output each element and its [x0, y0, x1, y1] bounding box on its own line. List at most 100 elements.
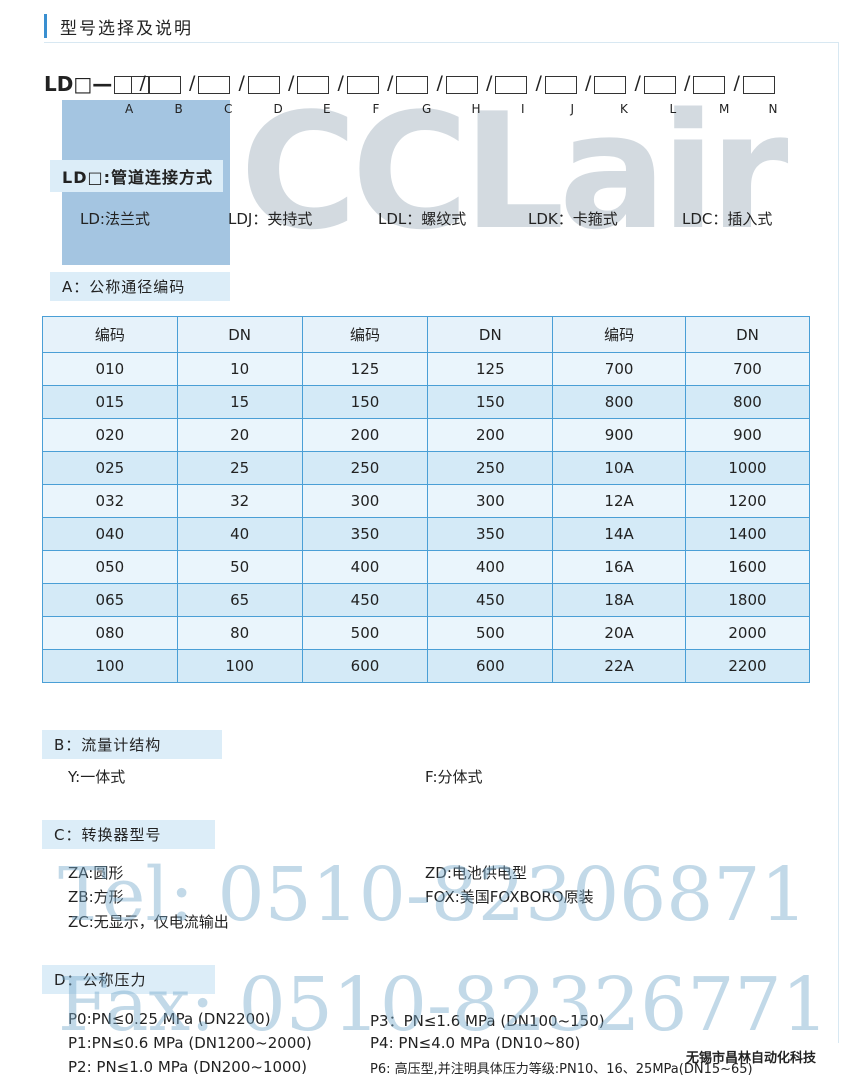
cell: 150 — [427, 385, 554, 419]
cell: 500 — [427, 616, 554, 650]
cell: 025 — [42, 451, 178, 485]
header-cell: 编码 — [42, 316, 178, 353]
table-header-row: 编码 DN 编码 DN 编码 DN — [42, 316, 811, 353]
code-slash: / — [634, 72, 641, 94]
cell: 040 — [42, 517, 178, 551]
code-slash: / — [387, 72, 394, 94]
cell: 100 — [176, 649, 303, 683]
cell: 2200 — [684, 649, 811, 683]
table-row: 025 25 250 250 10A 1000 — [42, 451, 811, 485]
cell: 65 — [176, 583, 303, 617]
cell: 032 — [42, 484, 178, 518]
code-letter: C — [224, 102, 233, 116]
item: LDK：卡箍式 — [528, 210, 618, 228]
section-title: A：公称通径编码 — [50, 272, 230, 301]
code-slash: / — [189, 72, 196, 94]
section-title: LD□:管道连接方式 — [50, 160, 223, 192]
cell: 400 — [427, 550, 554, 584]
table-row: 010 10 125 125 700 700 — [42, 352, 811, 386]
item: LDJ：夹持式 — [228, 210, 313, 228]
item: P3：PN≤1.6 MPa (DN100~150) — [370, 1012, 605, 1030]
table-row: 020 20 200 200 900 900 — [42, 418, 811, 452]
cell: 10A — [552, 451, 686, 485]
cell: 300 — [301, 484, 429, 518]
cell: 450 — [427, 583, 554, 617]
item: P6: 高压型,并注明具体压力等级:PN10、16、25MPa(DN15~65) — [370, 1062, 753, 1077]
code-box — [148, 76, 181, 94]
cell: 700 — [552, 352, 686, 386]
cell: 25 — [176, 451, 303, 485]
item: ZD:电池供电型 — [425, 864, 527, 882]
code-letter: G — [422, 102, 432, 116]
frame — [44, 42, 839, 1043]
watermark-logo: CCLair — [240, 78, 789, 265]
cell: 12A — [552, 484, 686, 518]
table-row: 032 32 300 300 12A 1200 — [42, 484, 811, 518]
code-slash: / — [535, 72, 542, 94]
code-slash: / — [684, 72, 691, 94]
cell: 1600 — [684, 550, 811, 584]
cell: 16A — [552, 550, 686, 584]
cell: 700 — [684, 352, 811, 386]
dn-table: 编码 DN 编码 DN 编码 DN 010 10 125 125 700 700 015 15 150 150… — [42, 316, 811, 683]
cell: 065 — [42, 583, 178, 617]
code-letter: B — [174, 102, 183, 116]
item: LD:法兰式 — [80, 210, 150, 228]
section-title: C：转换器型号 — [42, 820, 215, 849]
cell: 80 — [176, 616, 303, 650]
footer: 无锡市昌林自动化科技 — [686, 1051, 817, 1066]
cell: 20A — [552, 616, 686, 650]
cell: 125 — [301, 352, 429, 386]
code-slash: / — [733, 72, 740, 94]
code-box — [742, 76, 775, 94]
code-slash: / — [238, 72, 245, 94]
cell: 1800 — [684, 583, 811, 617]
cell: 1000 — [684, 451, 811, 485]
code-letter: J — [570, 102, 575, 116]
cell: 450 — [301, 583, 429, 617]
cell: 32 — [176, 484, 303, 518]
cell: 10 — [176, 352, 303, 386]
cell: 200 — [427, 418, 554, 452]
code-letter: M — [719, 102, 730, 116]
item: ZA:圆形 — [68, 864, 124, 882]
item: ZC:无显示，仅电流输出 — [68, 913, 229, 931]
table-row: 080 80 500 500 20A 2000 — [42, 616, 811, 650]
code-prefix: LD□— — [44, 72, 113, 96]
code-box — [495, 76, 527, 94]
code-box — [114, 76, 132, 94]
item: P0:PN≤0.25 MPa (DN2200) — [68, 1010, 271, 1028]
cell: 015 — [42, 385, 178, 419]
cell: 1400 — [684, 517, 811, 551]
header-cell: DN — [684, 316, 811, 353]
code-slash: / — [436, 72, 443, 94]
cell: 1200 — [684, 484, 811, 518]
table-row: 040 40 350 350 14A 1400 — [42, 517, 811, 551]
table-row: 015 15 150 150 800 800 — [42, 385, 811, 419]
code-box — [693, 76, 725, 94]
cell: 20 — [176, 418, 303, 452]
header-cell: 编码 — [301, 316, 429, 353]
code-box — [396, 76, 428, 94]
code-slash: / — [139, 72, 146, 94]
code-letter: H — [471, 102, 481, 116]
title: 型号选择及说明 — [60, 19, 193, 39]
header-cell: 编码 — [552, 316, 686, 353]
code-box — [198, 76, 230, 94]
code-letter: D — [273, 102, 283, 116]
cell: 350 — [301, 517, 429, 551]
cell: 14A — [552, 517, 686, 551]
watermark-tel: Tel: 0510-82306871 — [58, 852, 808, 938]
cell: 200 — [301, 418, 429, 452]
code-slash: / — [288, 72, 295, 94]
cell: 600 — [427, 649, 554, 683]
cell: 50 — [176, 550, 303, 584]
header-cell: DN — [176, 316, 303, 353]
item: P4: PN≤4.0 MPa (DN10~80) — [370, 1034, 581, 1052]
code-slash: / — [585, 72, 592, 94]
code-slash: / — [337, 72, 344, 94]
code-letter: K — [620, 102, 628, 116]
section-title: D：公称压力 — [42, 965, 215, 994]
item: LDC：插入式 — [682, 210, 773, 228]
